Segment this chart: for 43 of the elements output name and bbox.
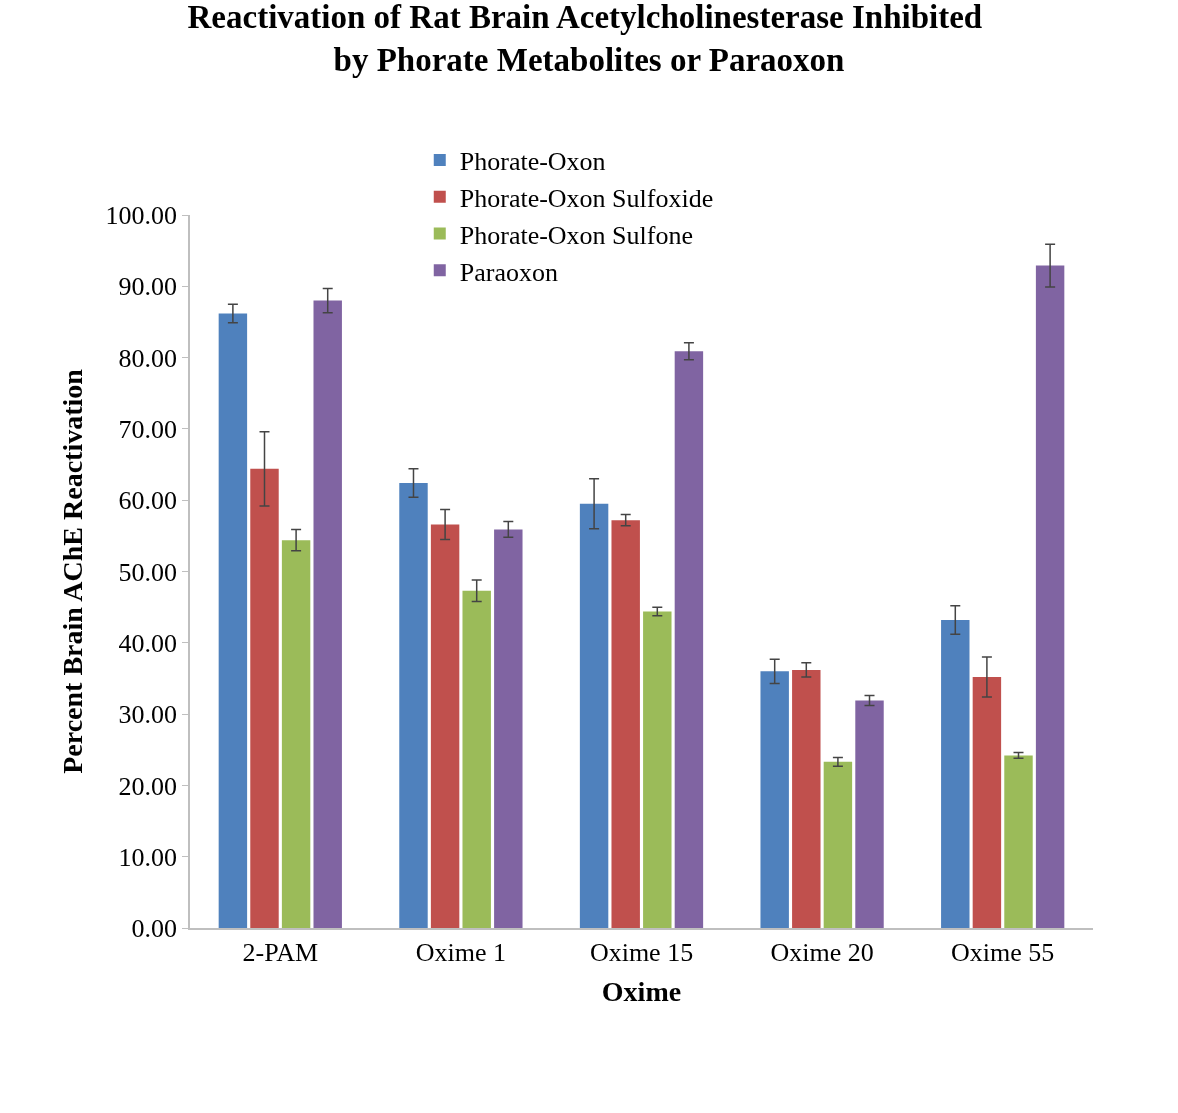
bar xyxy=(1004,755,1033,928)
legend-label: Phorate-Oxon xyxy=(459,147,606,177)
bar xyxy=(611,520,640,928)
x-tick-label: Oxime 1 xyxy=(415,937,507,967)
y-tick-label: 40.00 xyxy=(118,628,178,658)
bar xyxy=(250,468,279,928)
bar xyxy=(941,619,970,928)
bar xyxy=(313,300,342,928)
x-tick-label: Oxime 15 xyxy=(589,937,694,967)
bar xyxy=(674,351,704,928)
y-tick-label: 90.00 xyxy=(118,272,178,302)
bar xyxy=(281,540,311,928)
y-axis-title: Percent Brain AChE Reactivation xyxy=(56,368,88,774)
bar xyxy=(462,590,491,928)
y-tick-label: 70.00 xyxy=(118,415,178,444)
bar xyxy=(792,669,821,928)
legend-label: Phorate-Oxon Sulfoxide xyxy=(459,183,714,213)
chart-title: Reactivation of Rat Brain Acetylcholinesterase Inhibited by Phorate Metabolites or Paraoxon xyxy=(187,0,991,78)
bar xyxy=(399,483,428,928)
legend-label: Phorate-Oxon Sulfone xyxy=(459,220,694,250)
bar xyxy=(823,761,853,928)
y-tick-label: 50.00 xyxy=(118,557,178,587)
y-tick-label: 80.00 xyxy=(118,343,178,373)
x-tick-label: Oxime 55 xyxy=(951,937,1055,967)
bar xyxy=(579,503,609,928)
y-tick-label: 100.00 xyxy=(105,201,178,231)
x-axis-title: Oxime xyxy=(601,975,682,1007)
bar xyxy=(1035,265,1065,928)
bar xyxy=(430,524,460,928)
bar xyxy=(760,671,789,928)
bar xyxy=(972,677,1002,928)
bar xyxy=(643,611,672,928)
legend-label: Paraoxon xyxy=(459,257,558,287)
x-tick-label: Oxime 20 xyxy=(770,937,874,967)
bar xyxy=(855,700,884,928)
y-tick-label: 60.00 xyxy=(118,486,178,516)
bar xyxy=(218,313,248,928)
y-tick-label: 20.00 xyxy=(118,771,178,801)
y-tick-label: 0.00 xyxy=(131,914,178,944)
bar xyxy=(494,529,523,928)
y-tick-label: 30.00 xyxy=(118,700,178,730)
y-tick-label: 10.00 xyxy=(118,842,178,872)
x-tick-label: 2-PAM xyxy=(242,937,319,967)
